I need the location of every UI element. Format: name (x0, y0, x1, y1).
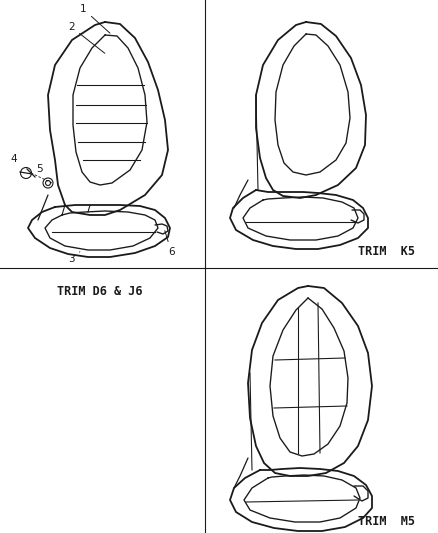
Text: TRIM  K5: TRIM K5 (358, 245, 415, 258)
Text: 5: 5 (36, 164, 42, 174)
Text: TRIM D6 & J6: TRIM D6 & J6 (57, 285, 143, 298)
Text: 1: 1 (80, 4, 110, 33)
Text: 2: 2 (68, 22, 105, 53)
Text: 3: 3 (68, 252, 80, 264)
Text: 6: 6 (165, 231, 175, 257)
Text: 4: 4 (10, 154, 17, 164)
Text: TRIM  M5: TRIM M5 (358, 515, 415, 528)
